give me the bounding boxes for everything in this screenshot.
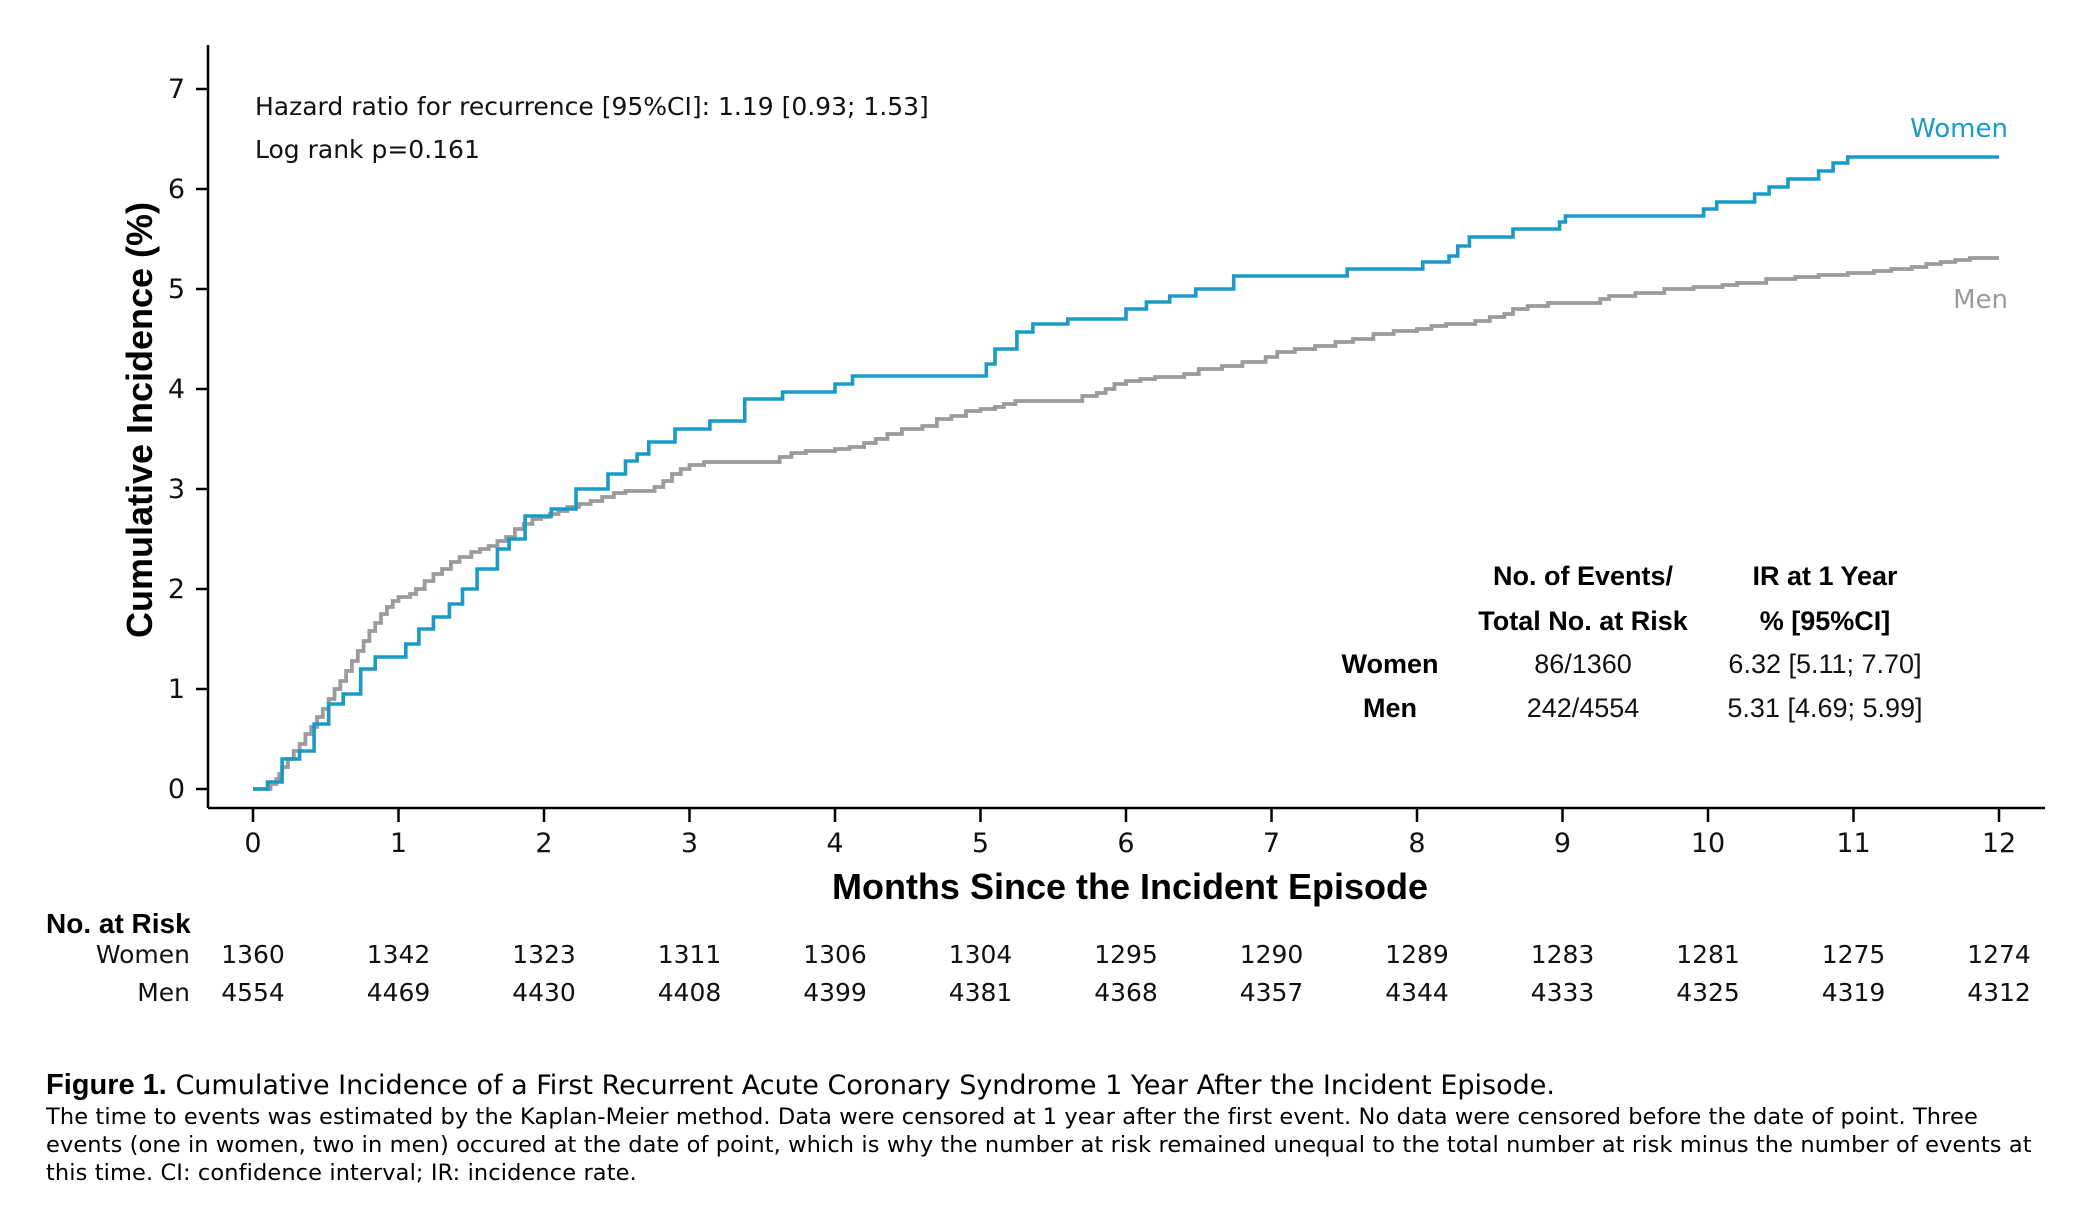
series-layer bbox=[253, 155, 1999, 791]
summary-row-men-ir: 5.31 [4.69; 5.99] bbox=[1727, 693, 1922, 723]
summary-row-men-group: Men bbox=[1363, 693, 1417, 723]
hazard-ratio-annotation: Hazard ratio for recurrence [95%CI]: 1.1… bbox=[255, 92, 929, 121]
risk-value-women: 1342 bbox=[367, 940, 431, 969]
summary-header-events-2: Total No. at Risk bbox=[1478, 606, 1689, 636]
x-tick-label: 4 bbox=[826, 828, 843, 859]
y-tick-label: 7 bbox=[168, 74, 185, 105]
y-tick-label: 0 bbox=[168, 774, 185, 805]
risk-value-men: 4554 bbox=[221, 978, 285, 1007]
summary-header-events-1: No. of Events/ bbox=[1493, 561, 1674, 591]
risk-value-men: 4399 bbox=[803, 978, 867, 1007]
risk-value-women: 1289 bbox=[1385, 940, 1449, 969]
risk-value-men: 4319 bbox=[1822, 978, 1886, 1007]
x-axis-title: Months Since the Incident Episode bbox=[832, 866, 1428, 907]
risk-table-title: No. at Risk bbox=[46, 908, 191, 939]
risk-value-women: 1360 bbox=[221, 940, 285, 969]
y-tick-label: 3 bbox=[168, 474, 185, 505]
summary-row-men-events: 242/4554 bbox=[1527, 693, 1640, 723]
log-rank-annotation: Log rank p=0.161 bbox=[255, 135, 480, 164]
x-tick-label: 8 bbox=[1408, 828, 1425, 859]
risk-row-label-women: Women bbox=[96, 940, 190, 969]
figure-caption: Figure 1. Cumulative Incidence of a Firs… bbox=[46, 1068, 2046, 1187]
risk-value-women: 1274 bbox=[1967, 940, 2031, 969]
x-tick-label: 5 bbox=[972, 828, 989, 859]
summary-header-ir-2: % [95%CI] bbox=[1760, 606, 1891, 636]
x-tick-label: 12 bbox=[1982, 828, 2016, 859]
caption-title: Cumulative Incidence of a First Recurren… bbox=[175, 1070, 1555, 1101]
x-ticks: 0 1 2 3 4 5 6 7 8 9 10 11 12 bbox=[244, 808, 2016, 859]
x-tick-label: 1 bbox=[390, 828, 407, 859]
risk-value-women: 1311 bbox=[658, 940, 722, 969]
series-line-women bbox=[253, 155, 1999, 791]
risk-value-men: 4333 bbox=[1531, 978, 1595, 1007]
risk-value-men: 4408 bbox=[658, 978, 722, 1007]
risk-values: 1360 1342 1323 1311 1306 1304 1295 1290 1289 1283… bbox=[221, 940, 2031, 1007]
caption-title-line: Figure 1. Cumulative Incidence of a Firs… bbox=[46, 1068, 2046, 1103]
risk-row-label-men: Men bbox=[137, 978, 190, 1007]
y-tick-label: 5 bbox=[168, 274, 185, 305]
risk-value-men: 4381 bbox=[949, 978, 1013, 1007]
series-label-men: Men bbox=[1953, 285, 2008, 315]
risk-value-women: 1323 bbox=[512, 940, 576, 969]
x-tick-label: 11 bbox=[1836, 828, 1870, 859]
y-tick-label: 4 bbox=[168, 374, 185, 405]
x-tick-label: 6 bbox=[1117, 828, 1134, 859]
y-tick-label: 1 bbox=[168, 674, 185, 705]
x-tick-label: 3 bbox=[681, 828, 698, 859]
risk-value-women: 1283 bbox=[1531, 940, 1595, 969]
risk-value-women: 1304 bbox=[949, 940, 1013, 969]
risk-value-women: 1306 bbox=[803, 940, 867, 969]
x-tick-label: 7 bbox=[1263, 828, 1280, 859]
y-axis-title: Cumulative Incidence (%) bbox=[119, 202, 160, 638]
y-tick-label: 2 bbox=[168, 574, 185, 605]
x-tick-label: 2 bbox=[535, 828, 552, 859]
series-label-women: Women bbox=[1910, 114, 2008, 144]
risk-value-men: 4325 bbox=[1676, 978, 1740, 1007]
risk-value-women: 1275 bbox=[1822, 940, 1886, 969]
summary-header-ir-1: IR at 1 Year bbox=[1752, 561, 1898, 591]
risk-value-men: 4357 bbox=[1240, 978, 1304, 1007]
caption-body: The time to events was estimated by the … bbox=[46, 1104, 2032, 1186]
series-line-men bbox=[253, 256, 1999, 791]
risk-value-men: 4312 bbox=[1967, 978, 2031, 1007]
summary-table: No. of Events/ Total No. at Risk IR at 1… bbox=[1341, 561, 1922, 723]
risk-value-women: 1295 bbox=[1094, 940, 1158, 969]
y-tick-label: 6 bbox=[168, 174, 185, 205]
risk-value-women: 1290 bbox=[1240, 940, 1304, 969]
caption-label: Figure 1. bbox=[46, 1069, 167, 1101]
risk-value-men: 4469 bbox=[367, 978, 431, 1007]
x-tick-label: 10 bbox=[1691, 828, 1725, 859]
risk-value-women: 1281 bbox=[1676, 940, 1740, 969]
x-tick-label: 0 bbox=[244, 828, 261, 859]
summary-row-women-ir: 6.32 [5.11; 7.70] bbox=[1728, 649, 1921, 679]
risk-value-men: 4430 bbox=[512, 978, 576, 1007]
y-ticks: 0 1 2 3 4 5 6 7 bbox=[168, 74, 208, 805]
risk-value-men: 4344 bbox=[1385, 978, 1449, 1007]
risk-value-men: 4368 bbox=[1094, 978, 1158, 1007]
summary-row-women-group: Women bbox=[1341, 649, 1438, 679]
summary-row-women-events: 86/1360 bbox=[1534, 649, 1632, 679]
x-tick-label: 9 bbox=[1554, 828, 1571, 859]
